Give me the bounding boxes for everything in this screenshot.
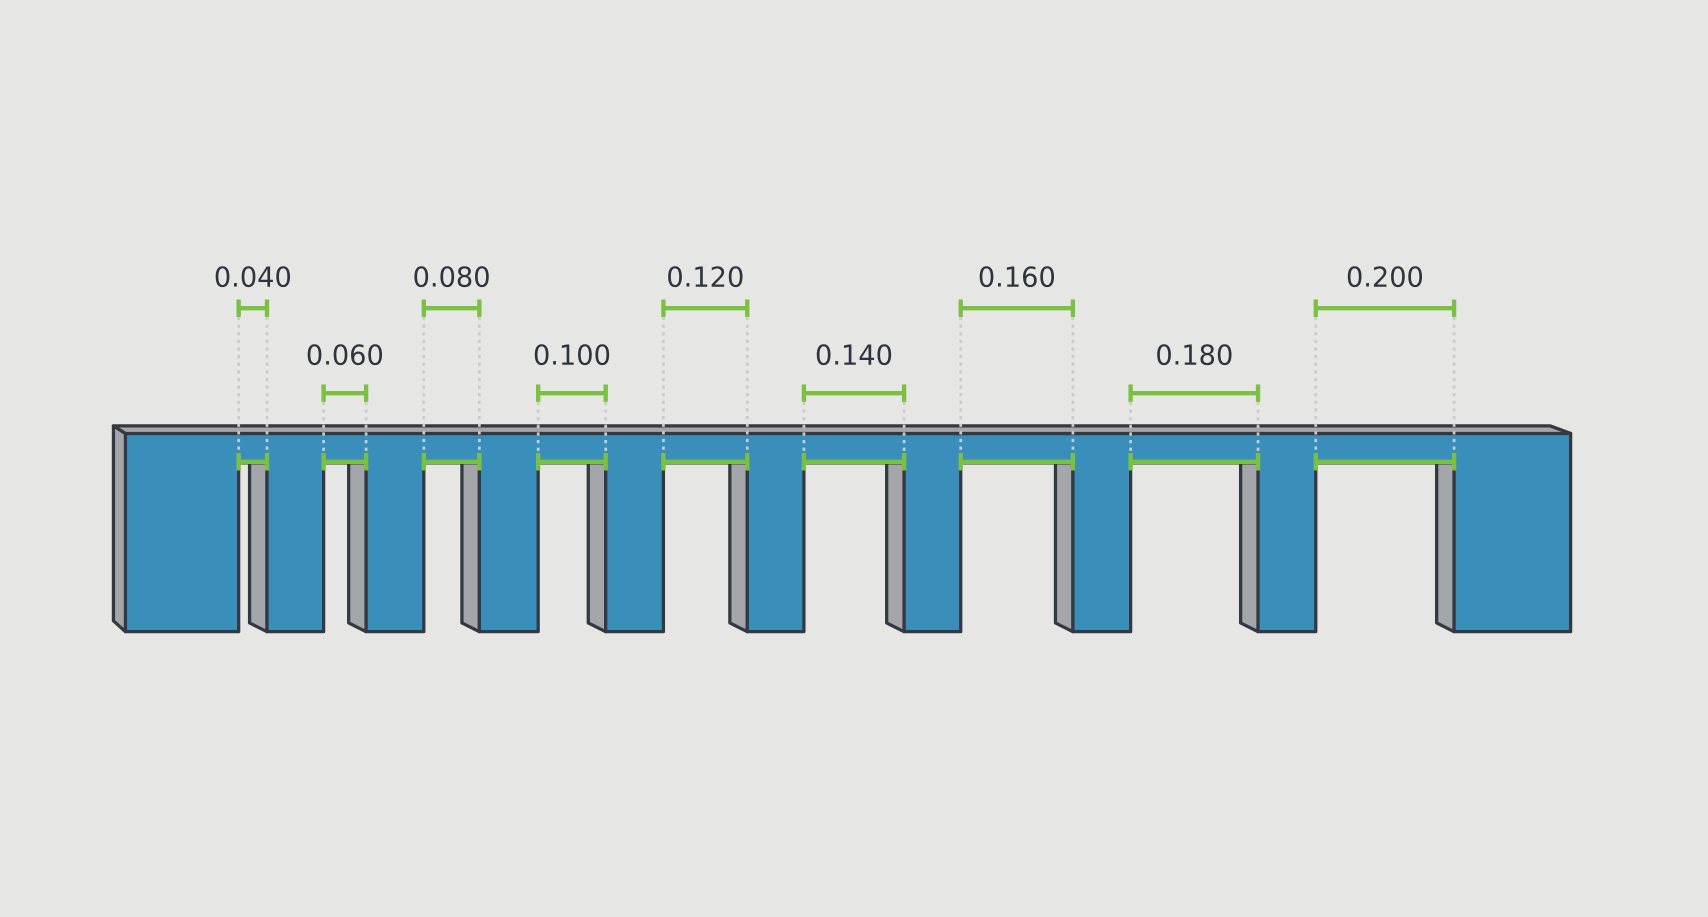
left-face (111, 424, 128, 634)
gap-label: 0.040 (214, 262, 292, 293)
tooth-side-face (347, 461, 368, 634)
gap-label: 0.120 (666, 262, 744, 293)
tooth-side-face (885, 461, 906, 634)
gap-label: 0.140 (815, 341, 893, 372)
tooth-side-face (1053, 461, 1075, 634)
tooth-side-face (586, 461, 608, 634)
dimensions: 0.040 0.060 0.080 0.100 0.120 0.140 0.160 0.180… (214, 262, 1457, 471)
tooth-side-face (728, 461, 749, 634)
gap-label: 0.200 (1346, 262, 1424, 293)
tooth-side-face (1435, 461, 1456, 634)
tooth-side-face (460, 461, 481, 634)
gap-label: 0.080 (413, 262, 491, 293)
tooth-side-face (1238, 461, 1260, 634)
tooth-side-face (247, 461, 269, 634)
gap-label: 0.160 (978, 262, 1056, 293)
gap-label: 0.100 (533, 341, 611, 372)
top-face (111, 424, 1573, 436)
gap-label: 0.060 (306, 341, 384, 372)
gap-label: 0.180 (1155, 341, 1233, 372)
